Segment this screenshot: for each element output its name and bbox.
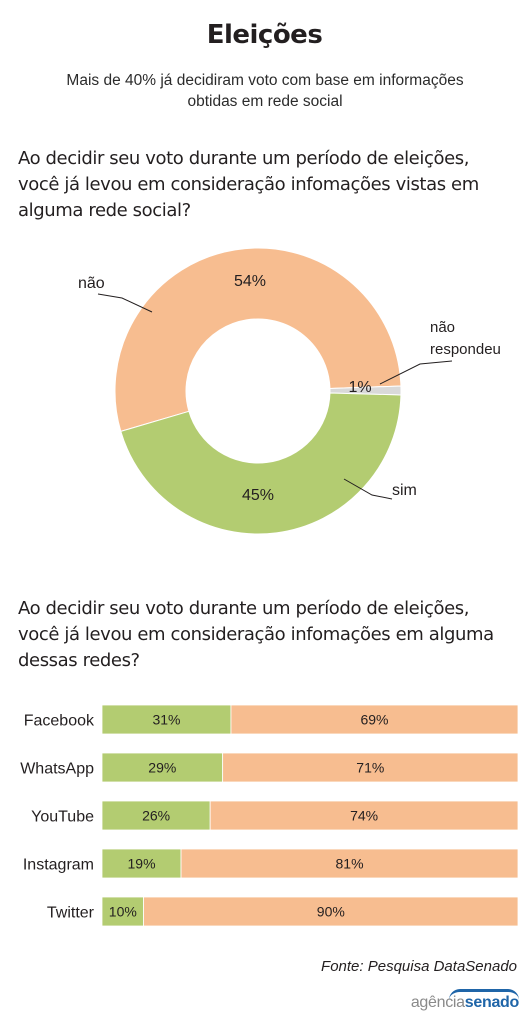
bar-value-label: 29% — [148, 760, 176, 776]
bar-value-label: 90% — [317, 904, 345, 920]
bar-segment-nao — [230, 704, 519, 735]
bar-segment-sim — [101, 848, 182, 879]
page-subtitle: Mais de 40% já decidiram voto com base e… — [66, 72, 464, 110]
bar-value-label: 71% — [356, 760, 384, 776]
donut-value-label: 1% — [348, 379, 371, 396]
page-title: Eleições — [206, 20, 323, 50]
bar-category-label: Facebook — [24, 713, 95, 730]
bar-value-label: 74% — [350, 808, 378, 824]
donut-question: Ao decidir seu voto durante um período d… — [18, 148, 479, 221]
bar-category-label: WhatsApp — [20, 761, 94, 778]
donut-value-label: 45% — [242, 487, 274, 504]
donut-value-label: 54% — [234, 273, 266, 290]
bar-question: Ao decidir seu voto durante um período d… — [18, 598, 494, 671]
donut-leader-line-nao — [97, 293, 153, 313]
bar-value-label: 69% — [360, 712, 388, 728]
bar-segment-nao — [222, 752, 519, 783]
bar-value-label: 26% — [142, 808, 170, 824]
bar-category-label: YouTube — [31, 809, 94, 826]
logo-swoosh — [449, 989, 519, 1000]
donut-category-label-nao-respondeu-1: não — [430, 319, 455, 336]
bar-segment-nao — [143, 896, 519, 927]
donut-category-label-nao: não — [78, 275, 105, 292]
source-note: Fonte: Pesquisa DataSenado — [321, 958, 517, 975]
bar-segment-nao — [209, 800, 519, 831]
bar-segment-sim — [101, 896, 144, 927]
donut-slice-nao — [114, 247, 402, 432]
bar-category-label: Twitter — [47, 905, 95, 922]
donut-chart: 54% 1% 45% não não respondeu sim — [78, 247, 501, 535]
agencia-senado-logo: agênciasenado — [411, 989, 519, 1012]
bar-segment-sim — [101, 800, 211, 831]
donut-category-label-nao-respondeu-2: respondeu — [430, 341, 501, 358]
bar-value-label: 10% — [109, 904, 137, 920]
donut-slice-sim — [120, 392, 402, 535]
bar-value-label: 31% — [152, 712, 180, 728]
bar-category-label: Instagram — [23, 857, 94, 874]
bar-value-label: 19% — [128, 856, 156, 872]
donut-leader-line-sim — [343, 478, 393, 500]
bar-value-label: 81% — [336, 856, 364, 872]
bar-chart: Facebook 31% 69% WhatsApp 29% 71% YouTube 26% 74… — [20, 704, 519, 927]
bar-segment-nao — [180, 848, 519, 879]
bar-segment-sim — [101, 752, 224, 783]
donut-category-label-sim: sim — [392, 482, 417, 499]
donut-leader-line-nao-respondeu — [379, 360, 453, 385]
